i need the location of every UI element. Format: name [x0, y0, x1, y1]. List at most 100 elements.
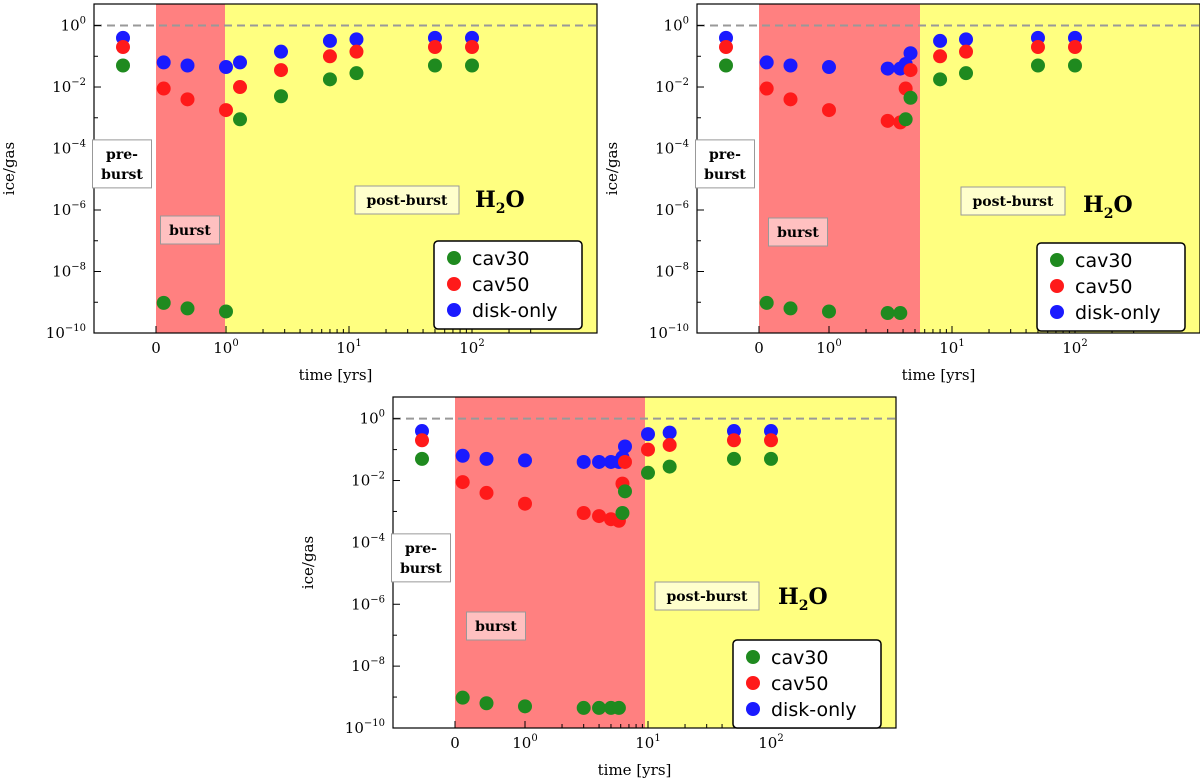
- post-burst-label: post-burst: [960, 186, 1066, 216]
- point-cav50: [783, 92, 798, 107]
- y-axis-label: ice/gas: [603, 142, 621, 195]
- svg-text:post-burst: post-burst: [367, 193, 449, 209]
- svg-text:burst: burst: [169, 223, 211, 239]
- point-disk-only: [518, 453, 532, 468]
- legend-marker-disk-only: [1050, 305, 1064, 319]
- point-cav50: [592, 509, 607, 524]
- chart-panel-1: 10−10 10−8 10−6 10−4 10−2 100 0 100 101 102 time […: [0, 3, 598, 384]
- point-cav30: [641, 465, 655, 480]
- point-disk-only: [759, 55, 774, 70]
- post-burst-label: post-burst: [654, 581, 760, 611]
- point-cav50: [274, 63, 289, 78]
- y-tick-label: 10−10: [649, 323, 689, 342]
- x-tick-label: 101: [635, 733, 660, 752]
- legend-marker-cav30: [746, 650, 760, 664]
- point-disk-only: [180, 58, 195, 73]
- point-cav50: [576, 506, 591, 521]
- pre-burst-label: pre-burst: [695, 139, 755, 189]
- svg-text:post-burst: post-burst: [973, 194, 1055, 210]
- point-disk-only: [617, 439, 632, 454]
- legend-label-cav30: cav30: [472, 248, 530, 270]
- region-burst: [455, 397, 645, 728]
- burst-label: burst: [466, 611, 526, 641]
- point-cav30: [822, 304, 836, 319]
- point-disk-only: [662, 425, 677, 440]
- point-cav30: [592, 700, 607, 715]
- point-disk-only: [156, 55, 171, 70]
- point-cav50: [116, 40, 130, 55]
- point-disk-only: [592, 454, 607, 469]
- x-tick-label: 101: [336, 338, 361, 357]
- x-tick-label: 100: [512, 733, 537, 752]
- x-axis-label: time [yrs]: [299, 366, 373, 384]
- point-cav50: [822, 103, 836, 118]
- point-cav50: [764, 433, 778, 448]
- post-burst-label: post-burst: [354, 185, 460, 215]
- point-cav30: [615, 506, 630, 521]
- point-disk-only: [903, 46, 918, 61]
- point-cav30: [576, 700, 591, 715]
- y-axis-label: ice/gas: [0, 142, 18, 195]
- legend: cav30 cav50 disk-only: [1036, 242, 1186, 332]
- point-cav30: [719, 58, 733, 73]
- legend-marker-disk-only: [746, 702, 760, 716]
- y-tick-label: 10−6: [655, 200, 689, 219]
- y-tick-label: 100: [61, 16, 86, 35]
- region-burst: [759, 4, 920, 333]
- point-cav30: [274, 89, 289, 104]
- x-tick-label: 102: [758, 733, 783, 752]
- legend-label-disk-only: disk-only: [472, 300, 558, 322]
- point-cav50: [219, 103, 233, 118]
- point-disk-only: [455, 448, 470, 463]
- point-cav50: [617, 454, 632, 469]
- y-tick-label: 10−10: [345, 718, 385, 737]
- y-tick-label: 10−4: [52, 139, 86, 158]
- point-cav50: [322, 49, 337, 64]
- legend-label-disk-only: disk-only: [1075, 302, 1161, 324]
- svg-text:burst: burst: [777, 225, 819, 241]
- point-cav30: [933, 72, 948, 87]
- point-cav30: [465, 58, 479, 73]
- pre-burst-label: pre-burst: [391, 533, 451, 583]
- point-cav50: [726, 433, 741, 448]
- point-disk-only: [641, 427, 655, 442]
- point-disk-only: [349, 32, 364, 47]
- point-cav30: [959, 66, 974, 81]
- y-tick-label: 10−4: [351, 532, 385, 551]
- legend-marker-cav30: [1050, 253, 1064, 267]
- point-cav30: [219, 304, 233, 319]
- point-cav30: [764, 451, 778, 466]
- point-cav50: [233, 80, 248, 95]
- point-cav50: [880, 113, 895, 128]
- point-cav30: [893, 306, 908, 321]
- point-cav30: [322, 72, 337, 87]
- point-cav50: [933, 49, 948, 64]
- point-cav30: [455, 690, 470, 705]
- point-disk-only: [233, 55, 248, 70]
- y-tick-label: 10−8: [52, 262, 86, 281]
- pre-burst-label: pre-burst: [92, 139, 152, 189]
- point-cav30: [518, 699, 532, 714]
- y-tick-label: 10−4: [655, 139, 689, 158]
- point-cav50: [427, 40, 442, 55]
- x-tick-label: 101: [939, 338, 964, 357]
- x-tick-label: 102: [1062, 338, 1087, 357]
- y-tick-label: 10−6: [351, 594, 385, 613]
- burst-label: burst: [768, 217, 828, 247]
- point-cav50: [180, 92, 195, 107]
- svg-text:burst: burst: [475, 619, 517, 635]
- point-cav50: [662, 437, 677, 452]
- svg-text:post-burst: post-burst: [667, 589, 749, 605]
- point-cav50: [1068, 40, 1082, 55]
- chart-panel-3: 10−10 10−8 10−6 10−4 10−2 100 0 100 101 102 time […: [299, 396, 897, 779]
- point-disk-only: [822, 60, 836, 75]
- point-cav50: [465, 40, 479, 55]
- point-cav30: [898, 112, 913, 127]
- point-disk-only: [880, 61, 895, 76]
- point-disk-only: [933, 33, 948, 48]
- chart-panel-2: 10−10 10−8 10−6 10−4 10−2 100 0 100 101 102 time […: [603, 3, 1200, 384]
- point-cav30: [617, 484, 632, 499]
- legend-label-cav50: cav50: [771, 673, 829, 695]
- point-disk-only: [322, 33, 337, 48]
